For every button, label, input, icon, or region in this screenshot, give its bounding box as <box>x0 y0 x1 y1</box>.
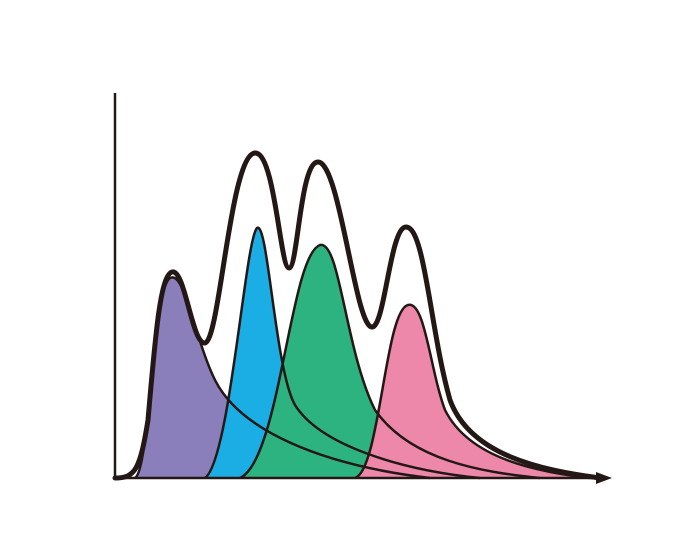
peak-green <box>240 244 540 478</box>
peak-pink <box>355 304 590 478</box>
peak-blue-outline <box>204 226 481 480</box>
x-axis-arrow <box>596 472 612 484</box>
axes <box>113 93 612 484</box>
envelope-curve <box>112 150 603 481</box>
peak-purple <box>135 277 430 478</box>
peak-fills <box>135 227 590 478</box>
peak-pink-outline <box>354 303 591 480</box>
peak-green-outline <box>239 243 541 480</box>
